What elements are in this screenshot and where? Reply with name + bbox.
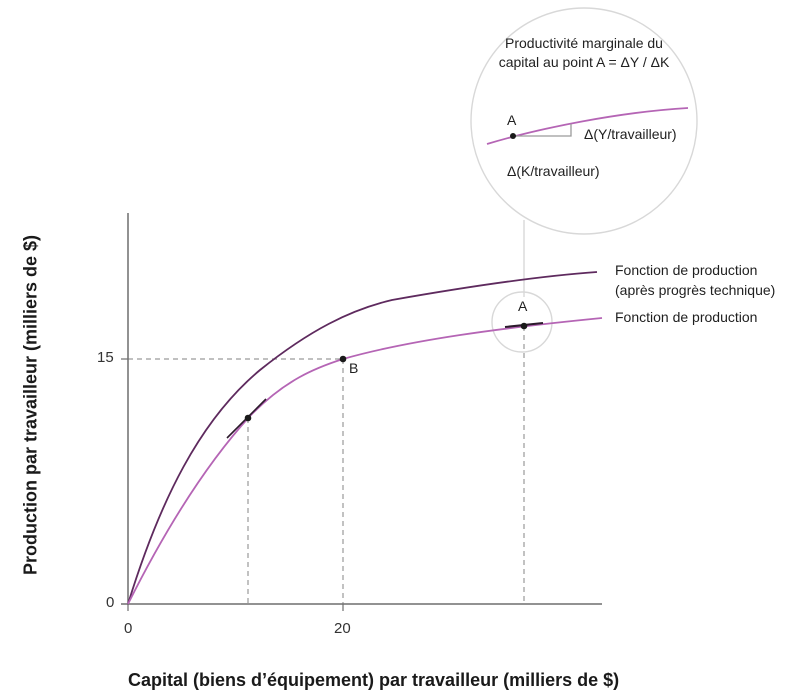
callout-title-line1: Productivité marginale du bbox=[505, 35, 663, 51]
x-axis-title: Capital (biens d’équipement) par travail… bbox=[128, 670, 620, 690]
point-tangent-marker bbox=[244, 414, 252, 422]
y-axis-title: Production par travailleur (milliers de … bbox=[20, 234, 41, 576]
callout-point-a-marker bbox=[510, 133, 516, 139]
point-a-label: A bbox=[518, 298, 528, 314]
x-tick-label-0: 0 bbox=[124, 620, 133, 637]
callout-curve bbox=[486, 107, 689, 145]
point-a-marker bbox=[520, 322, 528, 330]
legend-upper-curve-line1: Fonction de production bbox=[615, 262, 758, 278]
callout-circle bbox=[470, 7, 698, 235]
point-a-highlight-circle bbox=[491, 291, 553, 353]
callout-point-a-label: A bbox=[507, 112, 517, 128]
callout-delta-y-label: Δ(Y/travailleur) bbox=[584, 126, 677, 142]
legend-upper-curve-line2: (après progrès technique) bbox=[615, 282, 776, 298]
callout-title-line2: capital au point A = ΔY / ΔK bbox=[498, 54, 670, 70]
production-function-curve bbox=[127, 317, 603, 605]
y-tick-label-0: 0 bbox=[106, 594, 115, 611]
callout-slope-triangle bbox=[513, 124, 572, 137]
legend-lower-curve: Fonction de production bbox=[615, 309, 758, 325]
x-tick-label-20: 20 bbox=[334, 620, 351, 637]
y-tick-label-15: 15 bbox=[97, 349, 114, 366]
point-b-marker bbox=[339, 355, 347, 363]
production-function-after-progress-curve bbox=[127, 271, 598, 605]
point-b-label: B bbox=[349, 360, 359, 376]
callout-title: Productivité marginale du capital au poi… bbox=[499, 34, 670, 72]
callout-delta-k-label: Δ(K/travailleur) bbox=[507, 163, 600, 179]
